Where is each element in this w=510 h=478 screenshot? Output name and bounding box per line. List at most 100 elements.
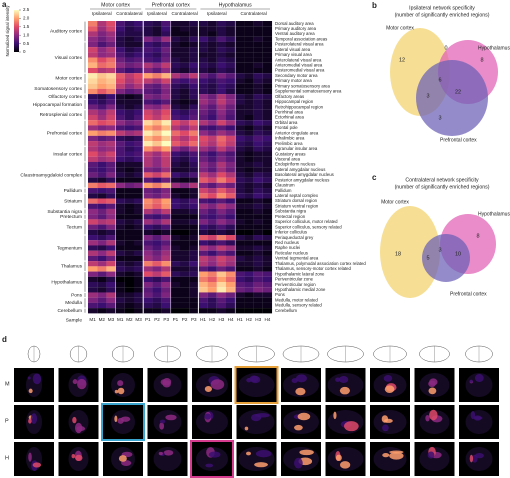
heatmap-cell	[180, 114, 190, 121]
heatmap-cell	[262, 41, 273, 48]
heatmap-cell	[106, 177, 116, 183]
heatmap-cell	[88, 67, 98, 74]
heatmap-cell	[106, 297, 116, 303]
heatmap-cell	[115, 47, 125, 53]
heatmap-cell	[226, 229, 236, 236]
heatmap-cell	[262, 120, 273, 126]
heatmap-cell	[161, 114, 171, 121]
heatmap-cell	[134, 94, 144, 100]
heatmap-cell	[152, 52, 162, 58]
heatmap-cell	[152, 167, 162, 173]
heatmap-cell	[170, 31, 181, 37]
heatmap-cell	[226, 151, 236, 157]
heatmap-cell	[115, 188, 125, 194]
heatmap-cell	[88, 188, 98, 194]
heatmap-cell	[235, 282, 245, 288]
heatmap-cell	[143, 47, 153, 53]
heatmap-cell	[97, 99, 107, 105]
region-label: Olfactory areas	[275, 94, 304, 99]
heatmap-cell	[235, 26, 245, 32]
heatmap-cell	[244, 73, 254, 79]
heatmap-cell	[226, 297, 236, 303]
heatmap-cell	[207, 62, 217, 69]
heatmap-cell	[134, 156, 144, 162]
heatmap-cell	[253, 287, 263, 293]
heatmap-cell	[262, 219, 273, 225]
heatmap-cell	[198, 308, 208, 314]
heatmap-cell	[115, 62, 125, 69]
heatmap-cell	[88, 120, 98, 126]
heatmap-cell	[216, 229, 227, 236]
heatmap-cell	[124, 31, 135, 37]
heatmap-cell	[262, 36, 273, 42]
heatmap-cell	[253, 156, 263, 162]
signal-blob	[474, 452, 484, 459]
heatmap-cell	[124, 287, 135, 293]
heatmap-cell	[244, 141, 254, 147]
heatmap-cell	[244, 31, 254, 37]
heatmap-cell	[262, 88, 273, 95]
heatmap-cell	[207, 41, 217, 48]
heatmap-cell	[161, 240, 171, 246]
heatmap-cell	[161, 47, 171, 53]
heatmap-cell	[216, 120, 227, 126]
heatmap-cell	[161, 255, 171, 262]
heatmap-cell	[106, 73, 116, 79]
heatmap-cell	[161, 292, 171, 298]
colorbar-tick-label: 0	[23, 49, 26, 54]
signal-blob	[117, 380, 124, 387]
heatmap-cell	[170, 120, 181, 126]
heatmap-cell	[189, 151, 199, 157]
heatmap-cell	[170, 292, 181, 298]
heatmap-cell	[216, 266, 227, 272]
heatmap-cell	[207, 235, 217, 241]
heatmap-cell	[262, 266, 273, 272]
heatmap-cell	[97, 36, 107, 42]
heatmap-cell	[143, 245, 153, 251]
heatmap-cell	[262, 177, 273, 183]
heatmap-cell	[253, 266, 263, 272]
heatmap-cell	[180, 297, 190, 303]
heatmap-cell	[161, 161, 171, 168]
heatmap-cell	[226, 203, 236, 209]
heatmap-cell	[106, 203, 116, 209]
heatmap-cell	[124, 308, 135, 314]
heatmap-cell	[134, 62, 144, 69]
signal-blob	[118, 455, 127, 462]
heatmap-cell	[170, 182, 181, 189]
panel-label: b	[372, 1, 377, 10]
heatmap-cell	[106, 188, 116, 194]
heatmap-cell	[207, 308, 217, 314]
heatmap-cell	[262, 99, 273, 105]
heatmap-cell	[226, 52, 236, 58]
heatmap-cell	[216, 47, 227, 53]
heatmap-cell	[235, 130, 245, 136]
signal-blob	[425, 414, 430, 422]
heatmap-cell	[124, 193, 135, 199]
heatmap-cell	[180, 172, 190, 178]
venn-count: 5	[426, 255, 429, 261]
heatmap-cell	[189, 26, 199, 32]
heatmap-cell	[207, 224, 217, 230]
heatmap-cell	[198, 151, 208, 157]
heatmap-cell	[180, 261, 190, 267]
heatmap-cell	[134, 177, 144, 183]
heatmap-cell	[124, 297, 135, 303]
heatmap-cell	[88, 261, 98, 267]
heatmap-cell	[124, 73, 135, 79]
sample-label: H4	[228, 317, 234, 322]
heatmap-cell	[143, 146, 153, 152]
brain-section	[153, 410, 182, 434]
heatmap-cell	[180, 292, 190, 298]
heatmap-cell	[88, 193, 98, 199]
heatmap-cell	[106, 282, 116, 288]
heatmap-cell	[115, 224, 125, 230]
heatmap-cell	[106, 52, 116, 58]
heatmap-cell	[97, 31, 107, 37]
signal-blob	[28, 418, 32, 424]
heatmap-cell	[88, 235, 98, 241]
heatmap-cell	[198, 229, 208, 236]
heatmap-cell	[235, 261, 245, 267]
heatmap-cell	[262, 245, 273, 251]
heatmap-cell	[134, 229, 144, 236]
